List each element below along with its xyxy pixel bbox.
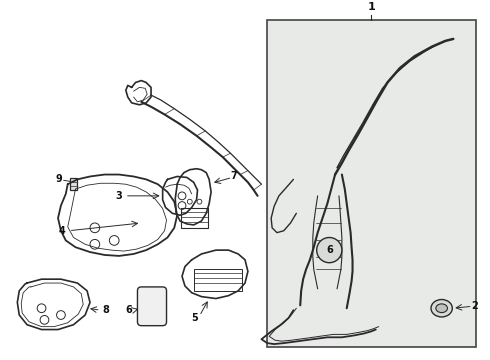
FancyBboxPatch shape: [138, 287, 167, 326]
Text: 5: 5: [192, 313, 198, 323]
Text: 8: 8: [102, 305, 109, 315]
Text: 6: 6: [326, 245, 333, 255]
Text: 1: 1: [368, 2, 375, 12]
Text: 6: 6: [125, 305, 132, 315]
Bar: [70, 179, 77, 190]
Text: 3: 3: [115, 191, 122, 201]
Bar: [181, 208, 208, 228]
Bar: [267, 19, 476, 347]
Text: 4: 4: [59, 226, 66, 236]
Text: 9: 9: [55, 174, 62, 184]
Ellipse shape: [436, 304, 447, 312]
Text: 7: 7: [230, 171, 237, 181]
Bar: [194, 270, 242, 291]
Text: 2: 2: [472, 301, 478, 311]
Circle shape: [317, 238, 342, 263]
Ellipse shape: [431, 300, 452, 317]
